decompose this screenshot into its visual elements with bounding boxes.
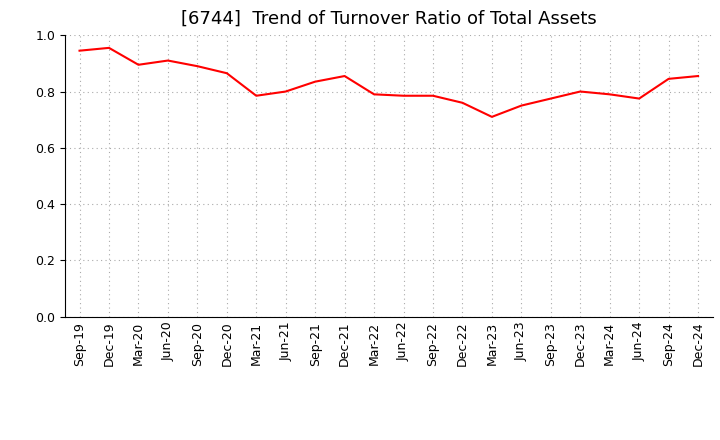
Title: [6744]  Trend of Turnover Ratio of Total Assets: [6744] Trend of Turnover Ratio of Total … [181, 10, 597, 28]
